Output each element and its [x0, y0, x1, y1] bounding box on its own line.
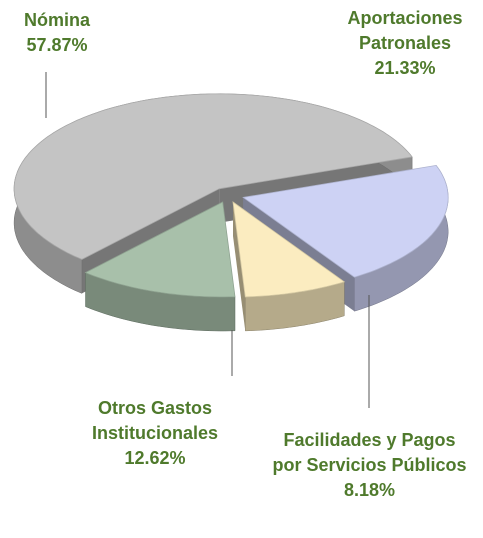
data-label: Facilidades y Pagos por Servicios Públic… — [272, 428, 467, 503]
category-label: Aportaciones Patronales — [347, 8, 463, 53]
value-label: 8.18% — [343, 480, 396, 500]
data-label: Nómina 57.87% — [0, 8, 117, 58]
category-label: Facilidades y Pagos por Servicios Públic… — [272, 430, 467, 475]
category-label: Nómina — [23, 10, 90, 30]
slice-cut-face — [233, 202, 246, 331]
value-label: 57.87% — [26, 35, 88, 55]
slice-tops — [13, 93, 449, 298]
pie-slice — [13, 93, 413, 260]
pie-slice — [84, 201, 236, 298]
data-label: Otros Gastos Institucionales 12.62% — [65, 396, 245, 471]
data-label: Aportaciones Patronales 21.33% — [330, 6, 480, 81]
value-label: 21.33% — [374, 58, 436, 78]
pie-slice — [242, 164, 449, 278]
pie-slice — [232, 201, 346, 298]
slices — [13, 93, 449, 332]
category-label: Otros Gastos Institucionales — [91, 398, 219, 443]
value-label: 12.62% — [124, 448, 186, 468]
